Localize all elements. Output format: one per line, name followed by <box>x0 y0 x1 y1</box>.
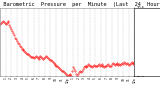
Title: Milwaukee  Barometric  Pressure  per  Minute  (Last  24  Hours): Milwaukee Barometric Pressure per Minute… <box>0 2 160 7</box>
